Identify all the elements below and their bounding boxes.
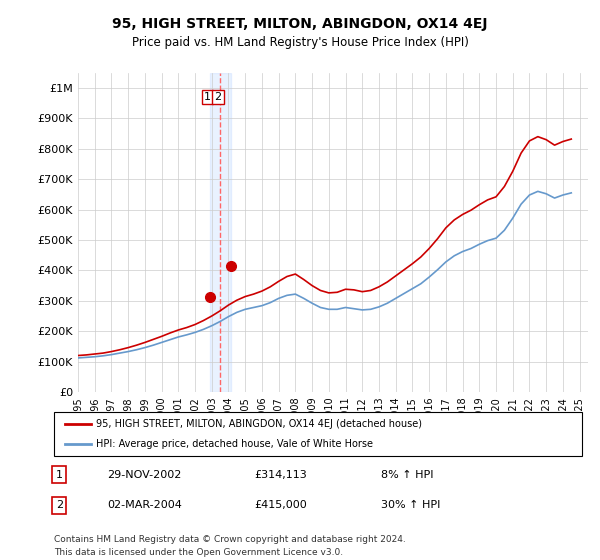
Text: Price paid vs. HM Land Registry's House Price Index (HPI): Price paid vs. HM Land Registry's House … [131, 36, 469, 49]
Bar [210, 73, 232, 392]
Text: 02-MAR-2004: 02-MAR-2004 [107, 501, 182, 510]
Text: 2: 2 [214, 92, 221, 102]
Text: 2: 2 [56, 501, 63, 510]
Text: £314,113: £314,113 [254, 470, 307, 479]
Text: 29-NOV-2002: 29-NOV-2002 [107, 470, 181, 479]
Text: 95, HIGH STREET, MILTON, ABINGDON, OX14 4EJ: 95, HIGH STREET, MILTON, ABINGDON, OX14 … [112, 17, 488, 31]
Text: 1: 1 [56, 470, 63, 479]
Text: Contains HM Land Registry data © Crown copyright and database right 2024.: Contains HM Land Registry data © Crown c… [54, 535, 406, 544]
Text: £415,000: £415,000 [254, 501, 307, 510]
Text: This data is licensed under the Open Government Licence v3.0.: This data is licensed under the Open Gov… [54, 548, 343, 557]
Text: 30% ↑ HPI: 30% ↑ HPI [382, 501, 441, 510]
Text: 8% ↑ HPI: 8% ↑ HPI [382, 470, 434, 479]
Text: 1: 1 [204, 92, 211, 102]
Text: HPI: Average price, detached house, Vale of White Horse: HPI: Average price, detached house, Vale… [96, 439, 373, 449]
FancyBboxPatch shape [54, 412, 582, 456]
Text: 95, HIGH STREET, MILTON, ABINGDON, OX14 4EJ (detached house): 95, HIGH STREET, MILTON, ABINGDON, OX14 … [96, 419, 422, 429]
